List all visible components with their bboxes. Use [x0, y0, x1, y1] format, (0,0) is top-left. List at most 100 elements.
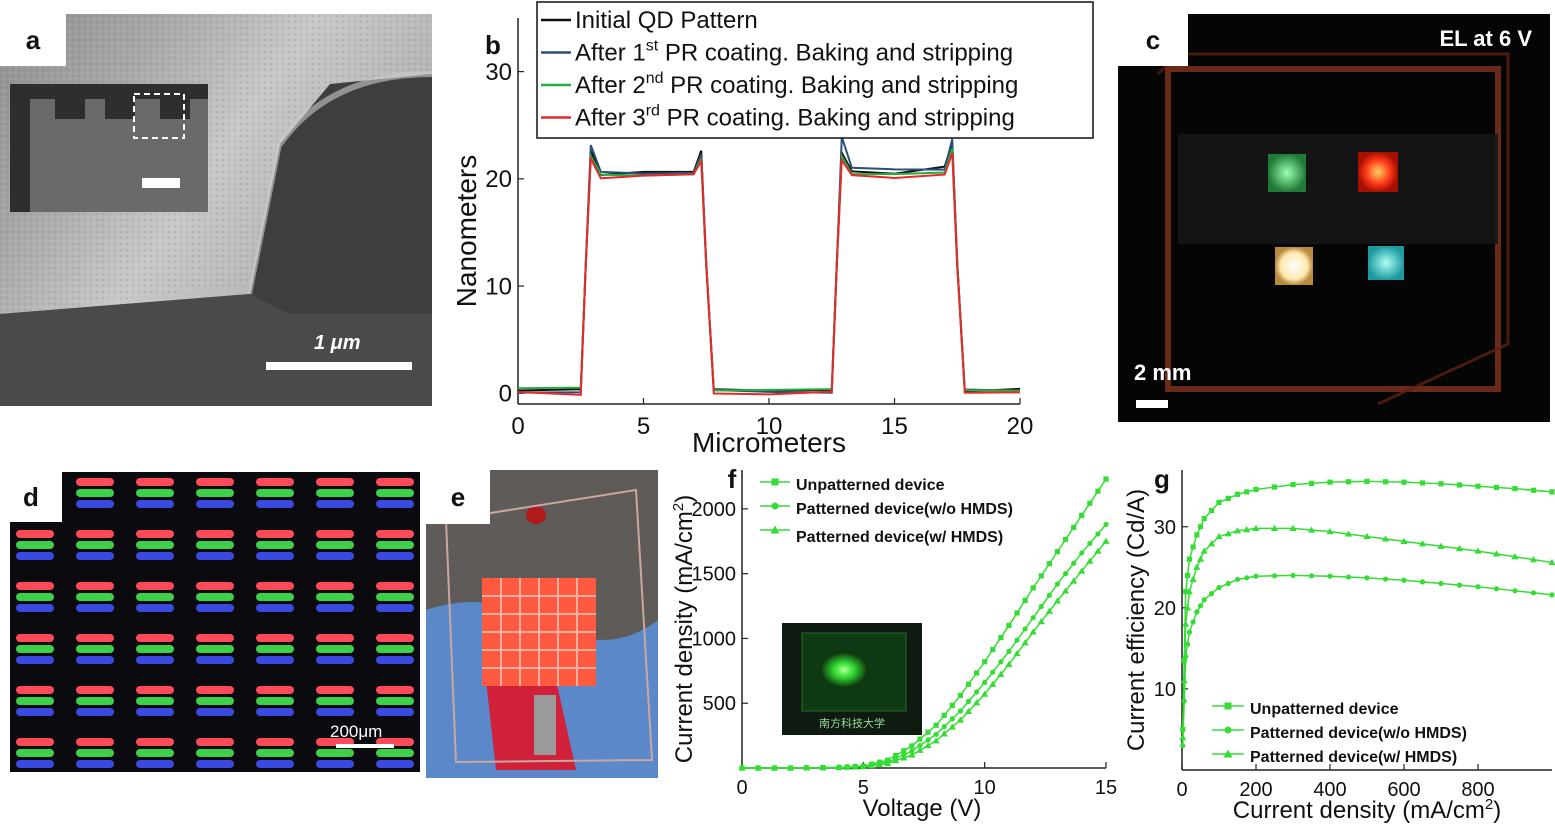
marker-square: [1475, 483, 1481, 489]
marker-triangle: [1418, 540, 1427, 547]
pixel-cyan: [1368, 246, 1404, 280]
y-tick-label: 10: [1154, 679, 1176, 701]
array-stripe: [316, 530, 354, 538]
array-stripe: [376, 697, 414, 705]
marker-square: [1071, 524, 1077, 531]
x-axis-label: Current density (mA/cm2): [1233, 796, 1501, 824]
array-stripe: [256, 645, 294, 653]
array-stripe: [316, 749, 354, 757]
array-stripe: [316, 541, 354, 549]
marker-square: [1253, 486, 1259, 493]
x-tick-label: 5: [637, 413, 650, 440]
x-tick-label: 10: [756, 413, 783, 440]
marker-triangle: [770, 764, 778, 771]
marker-triangle: [1037, 617, 1045, 625]
array-stripe: [16, 708, 54, 716]
marker-circle: [1054, 581, 1061, 587]
array-stripe: [136, 500, 174, 508]
legend-entry: After 3rd PR coating. Baking and strippi…: [575, 103, 1015, 132]
marker-circle: [1197, 603, 1204, 609]
panel-label-d: d: [0, 472, 62, 522]
marker-circle: [1006, 648, 1012, 654]
marker-triangle: [1511, 553, 1519, 560]
marker-triangle: [1243, 525, 1251, 533]
marker-circle: [1022, 626, 1028, 632]
y-axis-label: Current efficiency (Cd/A): [1123, 489, 1150, 751]
marker-circle: [1062, 571, 1069, 577]
marker-circle: [957, 708, 963, 714]
marker-triangle: [1029, 628, 1037, 635]
array-stripe: [316, 478, 354, 486]
array-stripe: [196, 489, 234, 497]
array-stripe: [196, 541, 234, 549]
marker-triangle: [956, 716, 964, 723]
array-stripe: [76, 541, 114, 549]
array-stripe: [376, 604, 414, 612]
array-stripe: [316, 708, 354, 716]
chart-b-svg: 0 5 10 15 20 0 10 20 30 Micrometers Nanometers Init…: [451, 1, 1094, 458]
array-stripe: [316, 656, 354, 664]
marker-triangle: [1193, 563, 1201, 570]
array-stripe: [196, 500, 234, 508]
marker-triangle: [1289, 524, 1297, 531]
marker-triangle: [1053, 597, 1062, 604]
y-tick-label: 20: [1154, 598, 1176, 620]
marker-triangle: [1078, 567, 1086, 574]
array-stripe: [76, 738, 114, 746]
array-stripe: [256, 749, 294, 757]
array-stripe: [316, 760, 354, 768]
array-stripe: [136, 708, 174, 716]
array-stripe: [76, 593, 114, 601]
array-stripe: [76, 760, 114, 768]
array-stripe: [136, 686, 174, 694]
marker-circle: [1180, 743, 1186, 749]
chart-f-svg: 0 5 10 15 500 1000 1500 2000 Voltage (V) Current …: [670, 470, 1117, 822]
y-tick-label: 20: [485, 166, 512, 193]
inset-scale-bar: [142, 178, 180, 188]
marker-square: [982, 659, 988, 665]
marker-square: [1225, 495, 1231, 501]
marker-triangle: [1437, 542, 1445, 549]
array-stripe: [256, 478, 294, 486]
array-stripe: [196, 604, 234, 612]
marker-square: [1419, 480, 1426, 486]
array-stripe: [76, 686, 114, 694]
marker-square: [1364, 478, 1370, 484]
scale-bar-label-a: 1 μm: [314, 332, 361, 354]
array-stripe: [76, 697, 114, 705]
array-stripe: [196, 760, 234, 768]
array-stripe: [136, 760, 174, 768]
array-stripe: [196, 552, 234, 560]
marker-circle: [1438, 580, 1444, 587]
marker-square: [1038, 573, 1044, 579]
marker-square: [1194, 532, 1200, 538]
array-stripe: [16, 697, 54, 705]
marker-triangle: [1474, 547, 1482, 554]
array-stripe: [256, 656, 294, 664]
marker-triangle: [884, 759, 892, 767]
panel-d-rgb-array: 200μm: [10, 472, 420, 772]
marker-triangle: [835, 764, 843, 771]
array-stripe: [376, 489, 414, 497]
panel-label-c: c: [1118, 14, 1188, 66]
marker-circle: [1186, 629, 1192, 635]
array-stripe: [316, 604, 354, 612]
marker-square: [1209, 507, 1215, 514]
panel-a-sem-image: 1 μm: [0, 14, 432, 406]
marker-circle: [1382, 576, 1389, 582]
array-stripe: [316, 582, 354, 590]
marker-triangle: [932, 737, 940, 744]
marker-circle: [917, 742, 923, 749]
chart-g-svg: 0 200 400 600 800 10 20 30 Current density (mA/c…: [1123, 470, 1555, 824]
y-axis-label: Nanometers: [451, 155, 482, 308]
marker-circle: [771, 502, 779, 510]
array-stripe: [136, 697, 174, 705]
marker-circle: [1225, 580, 1231, 587]
marker-triangle: [1455, 545, 1464, 552]
marker-square: [1186, 556, 1192, 562]
marker-square: [1201, 516, 1207, 522]
y-tick-label: 30: [1154, 517, 1176, 539]
series-line-0: [1181, 480, 1553, 730]
array-stripe: [376, 478, 414, 486]
panel-label-a: a: [0, 14, 66, 66]
